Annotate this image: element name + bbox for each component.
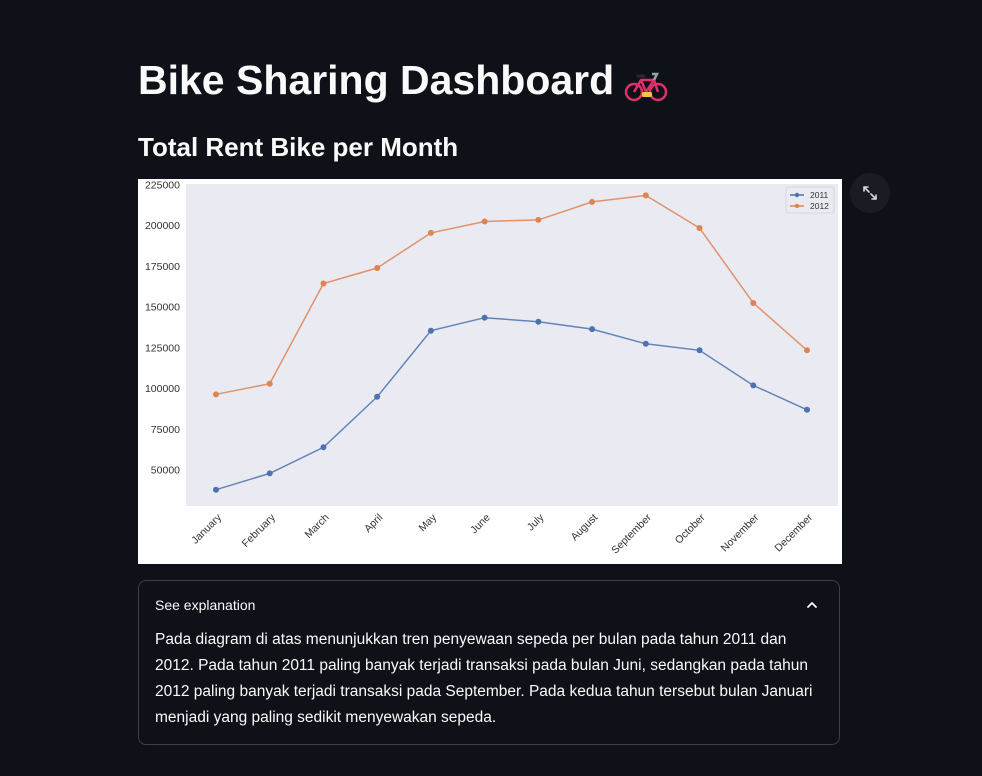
x-tick-label: October bbox=[673, 511, 708, 546]
page-title: Bike Sharing Dashboard bbox=[138, 52, 668, 108]
data-point-2012 bbox=[427, 229, 434, 236]
chevron-up-icon bbox=[807, 602, 817, 608]
expander-label: See explanation bbox=[155, 597, 256, 613]
x-tick-label: February bbox=[240, 511, 279, 550]
data-point-2012 bbox=[535, 216, 542, 223]
line-chart: 50000 75000 100000 125000 150000 175000 200000… bbox=[138, 179, 842, 564]
legend-marker bbox=[794, 192, 800, 198]
y-tick-label: 100000 bbox=[145, 383, 180, 395]
y-tick-label: 200000 bbox=[145, 220, 180, 232]
y-tick-label: 125000 bbox=[145, 342, 180, 354]
x-tick-label: December bbox=[772, 511, 815, 554]
expand-icon bbox=[863, 186, 877, 200]
data-point-2011 bbox=[481, 314, 488, 321]
x-tick-label: November bbox=[719, 511, 762, 554]
explanation-expander: See explanation Pada diagram di atas men… bbox=[138, 580, 840, 745]
data-point-2011 bbox=[266, 470, 273, 477]
x-tick-label: August bbox=[569, 512, 601, 544]
legend-label: 2011 bbox=[810, 190, 829, 200]
x-tick-label: May bbox=[417, 511, 440, 534]
data-point-2011 bbox=[696, 347, 703, 354]
data-point-2012 bbox=[266, 380, 273, 387]
page-title-text: Bike Sharing Dashboard bbox=[138, 57, 615, 103]
explanation-text: Pada diagram di atas menunjukkan tren pe… bbox=[155, 631, 813, 726]
y-tick-label: 175000 bbox=[145, 261, 180, 273]
legend-marker bbox=[794, 203, 800, 209]
data-point-2012 bbox=[481, 218, 488, 225]
data-point-2011 bbox=[427, 327, 434, 334]
y-tick-label: 225000 bbox=[145, 179, 180, 191]
bicycle-icon bbox=[624, 62, 668, 102]
expander-header[interactable]: See explanation bbox=[139, 581, 839, 629]
data-point-2011 bbox=[320, 444, 327, 451]
data-point-2011 bbox=[804, 406, 810, 413]
x-tick-label: January bbox=[189, 511, 224, 546]
data-point-2012 bbox=[213, 391, 219, 398]
data-point-2012 bbox=[320, 280, 327, 287]
y-tick-label: 150000 bbox=[145, 302, 180, 314]
series-line-2012 bbox=[215, 194, 808, 396]
x-tick-label: March bbox=[302, 512, 331, 541]
data-point-2011 bbox=[535, 318, 542, 325]
data-point-2011 bbox=[589, 326, 596, 333]
data-point-2012 bbox=[696, 225, 703, 232]
y-tick-label: 50000 bbox=[151, 465, 180, 477]
series-line-2011 bbox=[215, 316, 808, 491]
x-tick-label: September bbox=[609, 511, 654, 556]
x-tick-label: July bbox=[525, 511, 547, 533]
data-point-2011 bbox=[750, 382, 757, 389]
x-tick-label: June bbox=[468, 512, 493, 537]
legend-label: 2012 bbox=[810, 201, 829, 211]
data-point-2011 bbox=[642, 340, 649, 347]
data-point-2011 bbox=[213, 486, 219, 493]
fullscreen-button[interactable] bbox=[850, 173, 890, 213]
section-title: Total Rent Bike per Month bbox=[138, 132, 459, 162]
data-point-2012 bbox=[642, 192, 649, 199]
data-point-2011 bbox=[374, 393, 381, 400]
data-point-2012 bbox=[374, 264, 381, 271]
data-point-2012 bbox=[804, 347, 810, 354]
data-point-2012 bbox=[750, 300, 757, 307]
y-tick-label: 75000 bbox=[151, 424, 180, 436]
chart-svg: 50000 75000 100000 125000 150000 175000 200000… bbox=[145, 179, 838, 556]
plot-area bbox=[186, 184, 838, 506]
data-point-2012 bbox=[589, 198, 596, 205]
x-tick-label: April bbox=[362, 512, 385, 535]
